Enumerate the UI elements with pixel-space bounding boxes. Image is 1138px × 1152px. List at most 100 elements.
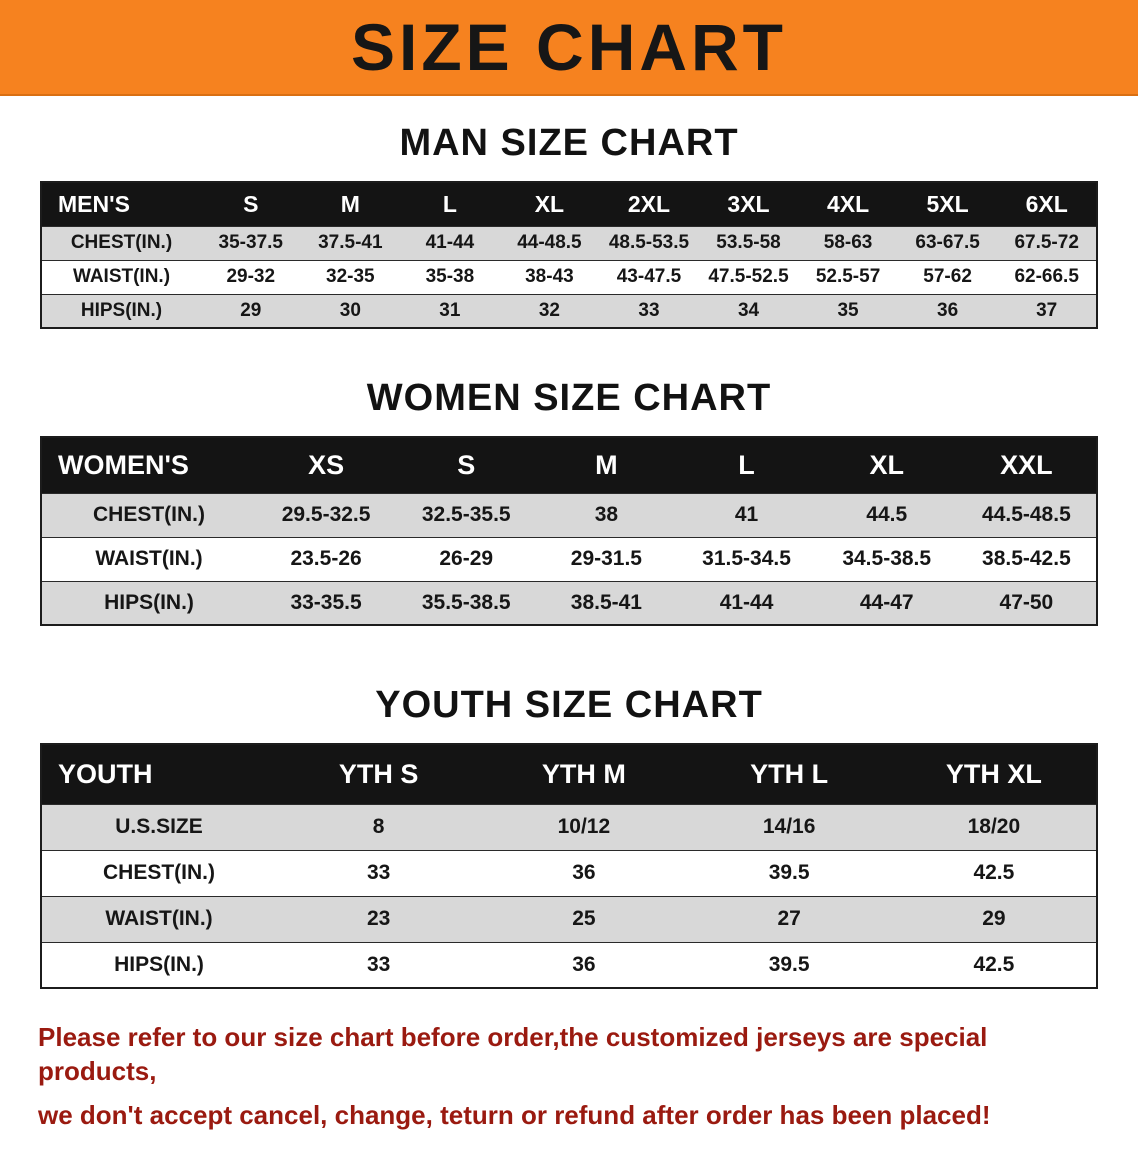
measure-cell: 29-31.5 xyxy=(570,547,642,570)
size-column-header: S xyxy=(201,182,301,226)
row-label: HIPS(IN.) xyxy=(80,299,163,321)
measure-cell: 32-35 xyxy=(326,266,375,287)
page-title: SIZE CHART xyxy=(351,10,787,84)
measure-cell: 53.5-58 xyxy=(716,232,781,253)
measure-cell: 44-48.5 xyxy=(517,232,582,253)
size-column-header: L xyxy=(676,437,817,493)
measure-cell: 38.5-42.5 xyxy=(982,547,1071,570)
men-size-section: MAN SIZE CHART MEN'S S M L XL 2XL 3XL 4XL 5XL 6XL… xyxy=(0,122,1138,329)
size-column-header: XL xyxy=(816,437,957,493)
measure-cell: 36 xyxy=(937,299,959,321)
measure-cell: 8 xyxy=(372,815,385,838)
men-size-table: MEN'S S M L XL 2XL 3XL 4XL 5XL 6XL CHEST(IN.) 35-37… xyxy=(40,181,1098,329)
size-column-header: XL xyxy=(499,182,600,226)
measure-cell: 47-50 xyxy=(999,590,1054,614)
women-section-heading: WOMEN SIZE CHART xyxy=(366,377,772,419)
measure-cell: 30 xyxy=(339,299,361,321)
row-label: CHEST(IN.) xyxy=(93,503,205,526)
size-column-header: 3XL xyxy=(698,182,799,226)
measure-row: CHEST(IN.) 35-37.5 37.5-41 41-44 44-48.5 48.5… xyxy=(41,226,1097,260)
measure-cell: 42.5 xyxy=(973,861,1015,884)
measure-cell: 31.5-34.5 xyxy=(702,547,791,570)
measure-cell: 43-47.5 xyxy=(616,266,682,287)
category-label: MEN'S xyxy=(41,182,201,226)
size-column-header: YTH M xyxy=(481,744,687,804)
measure-cell: 31 xyxy=(439,299,461,321)
measure-row: HIPS(IN.) 33-35.5 35.5-38.5 38.5-41 41-44 44-… xyxy=(41,581,1097,625)
measure-cell: 35.5-38.5 xyxy=(421,590,511,614)
measure-cell: 41-44 xyxy=(719,590,774,614)
youth-size-section: YOUTH SIZE CHART YOUTH YTH S YTH M YTH L YTH… xyxy=(0,684,1138,989)
measure-cell: 27 xyxy=(777,907,801,930)
measure-cell: 33-35.5 xyxy=(290,590,362,614)
measure-cell: 29 xyxy=(982,907,1006,930)
measure-cell: 38 xyxy=(594,503,619,526)
measure-cell: 35-37.5 xyxy=(218,232,283,253)
measure-cell: 33 xyxy=(366,861,391,884)
measure-row: WAIST(IN.) 23 25 27 29 xyxy=(41,896,1097,942)
measure-cell: 29 xyxy=(240,299,262,321)
men-size-table-grid: MEN'S S M L XL 2XL 3XL 4XL 5XL 6XL CHEST(IN.) 35-37… xyxy=(40,181,1098,329)
measure-cell: 52.5-57 xyxy=(815,266,881,287)
row-label: HIPS(IN.) xyxy=(104,590,194,614)
row-label: CHEST(IN.) xyxy=(70,232,173,253)
title-banner: SIZE CHART xyxy=(0,0,1138,96)
size-column-header: 4XL xyxy=(798,182,898,226)
row-label: HIPS(IN.) xyxy=(114,952,204,976)
measure-cell: 26-29 xyxy=(439,547,494,570)
youth-section-heading: YOUTH SIZE CHART xyxy=(375,684,763,726)
measure-cell: 38-43 xyxy=(525,266,574,287)
measure-cell: 47.5-52.5 xyxy=(708,266,789,287)
women-size-section: WOMEN SIZE CHART WOMEN'S XS S M L XL XXL CHEST(… xyxy=(0,377,1138,626)
measure-cell: 44.5 xyxy=(866,503,908,526)
size-header-row: MEN'S S M L XL 2XL 3XL 4XL 5XL 6XL xyxy=(41,182,1097,226)
measure-cell: 32.5-35.5 xyxy=(421,503,511,526)
size-column-header: XXL xyxy=(956,437,1097,493)
measure-cell: 34 xyxy=(737,299,760,321)
measure-cell: 57-62 xyxy=(923,266,972,287)
row-label: U.S.SIZE xyxy=(115,815,203,838)
measure-row: HIPS(IN.) 29 30 31 32 33 34 35 36 37 xyxy=(41,294,1097,328)
measure-cell: 14/16 xyxy=(762,815,816,838)
size-column-header: YTH L xyxy=(686,744,892,804)
measure-cell: 32 xyxy=(538,299,560,321)
size-column-header: M xyxy=(536,437,677,493)
measure-cell: 58-63 xyxy=(823,232,873,253)
measure-cell: 38.5-41 xyxy=(570,590,642,614)
youth-size-table-grid: YOUTH YTH S YTH M YTH L YTH XL U.S.SIZE 8 10/12… xyxy=(40,743,1098,989)
order-notice: Please refer to our size chart before or… xyxy=(38,1021,1100,1132)
size-header-row: WOMEN'S XS S M L XL XXL xyxy=(41,437,1097,493)
measure-cell: 42.5 xyxy=(973,952,1015,976)
measure-cell: 29-32 xyxy=(226,266,276,287)
row-label: WAIST(IN.) xyxy=(95,547,203,570)
measure-cell: 29.5-32.5 xyxy=(281,503,371,526)
measure-row: CHEST(IN.) 29.5-32.5 32.5-35.5 38 41 44.5 44.5… xyxy=(41,493,1097,537)
measure-cell: 36 xyxy=(572,952,596,976)
measure-cell: 37 xyxy=(1036,299,1058,321)
measure-cell: 44-47 xyxy=(859,590,914,614)
size-column-header: S xyxy=(396,437,537,493)
measure-row: HIPS(IN.) 33 36 39.5 42.5 xyxy=(41,942,1097,988)
measure-cell: 39.5 xyxy=(768,952,810,976)
size-column-header: M xyxy=(300,182,401,226)
category-label: WOMEN'S xyxy=(41,437,256,493)
measure-cell: 25 xyxy=(572,907,596,930)
youth-size-table: YOUTH YTH S YTH M YTH L YTH XL U.S.SIZE 8 10/12… xyxy=(40,743,1098,989)
size-column-header: 5XL xyxy=(897,182,998,226)
notice-line-1: Please refer to our size chart before or… xyxy=(38,1022,988,1086)
measure-cell: 48.5-53.5 xyxy=(608,232,690,253)
measure-cell: 44.5-48.5 xyxy=(982,503,1071,526)
measure-cell: 63-67.5 xyxy=(915,232,980,253)
category-label: YOUTH xyxy=(41,744,276,804)
row-label: WAIST(IN.) xyxy=(72,266,171,287)
measure-cell: 18/20 xyxy=(967,815,1021,838)
row-label: CHEST(IN.) xyxy=(103,861,215,884)
measure-cell: 35 xyxy=(837,299,859,321)
men-section-heading: MAN SIZE CHART xyxy=(399,122,739,164)
measure-cell: 35-38 xyxy=(425,266,475,287)
row-label: WAIST(IN.) xyxy=(105,907,213,930)
measure-cell: 36 xyxy=(572,861,596,884)
measure-cell: 33 xyxy=(366,952,391,976)
measure-cell: 62-66.5 xyxy=(1014,266,1079,287)
